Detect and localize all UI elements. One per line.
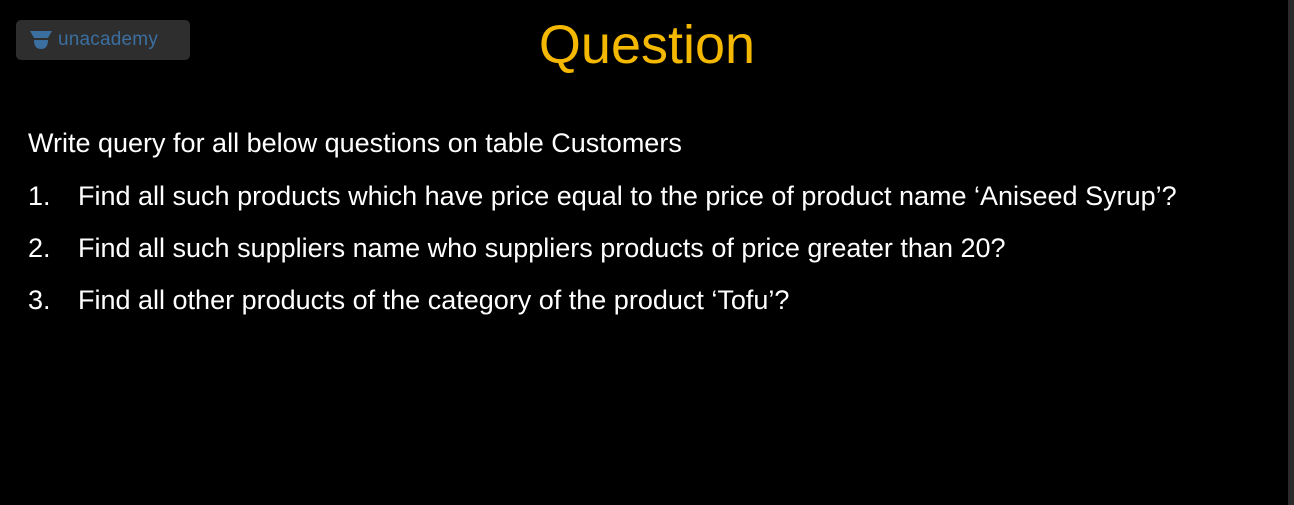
intro-text: Write query for all below questions on t… [28, 128, 682, 158]
question-item: 3. Find all other products of the catego… [28, 280, 1258, 320]
unacademy-logo: unacademy [16, 20, 190, 60]
window-edge [1288, 0, 1294, 505]
slide-title: Question [538, 15, 756, 75]
question-text: Find all such suppliers name who supplie… [78, 233, 1006, 263]
question-list: 1. Find all such products which have pri… [28, 176, 1258, 332]
question-item: 2. Find all such suppliers name who supp… [28, 228, 1258, 268]
question-text: Find all other products of the category … [78, 285, 790, 315]
question-item: 1. Find all such products which have pri… [28, 176, 1258, 216]
question-number: 2. [28, 233, 51, 263]
logo-text: unacademy [58, 29, 159, 50]
question-number: 1. [28, 181, 51, 211]
question-number: 3. [28, 285, 51, 315]
unacademy-logo-icon [30, 31, 52, 49]
question-text: Find all such products which have price … [78, 181, 1177, 211]
